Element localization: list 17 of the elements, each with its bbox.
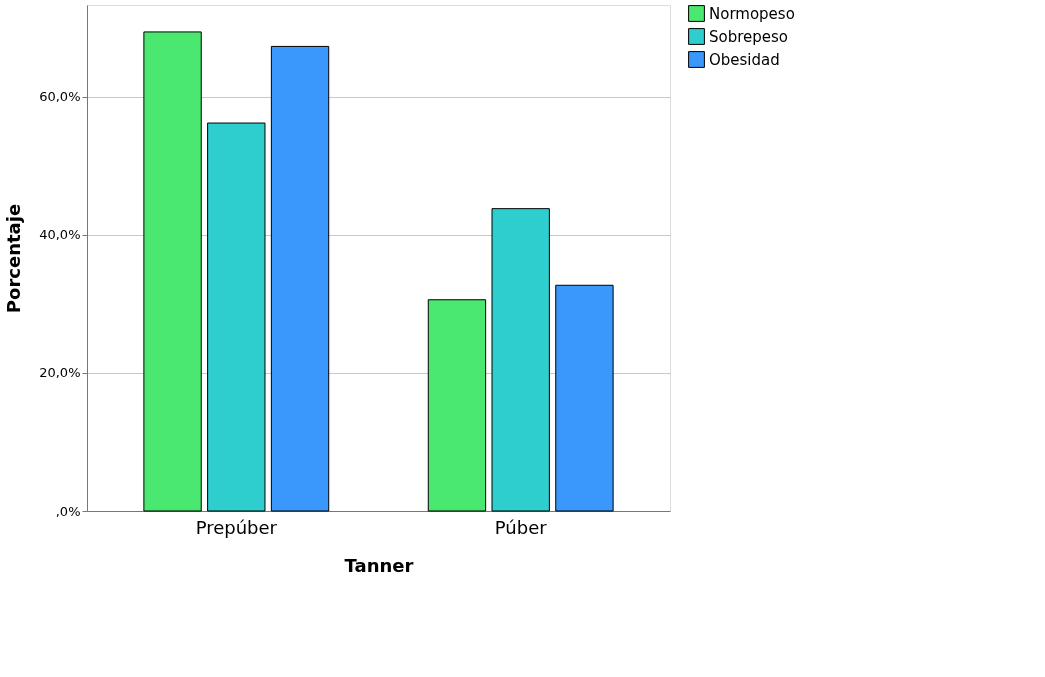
bar <box>143 31 202 512</box>
x-axis-title: Tanner <box>344 554 414 576</box>
y-tick-label: 60,0% <box>39 89 81 105</box>
x-tick-label: Prepúber <box>195 516 278 538</box>
y-tick-label: ,0% <box>55 503 81 519</box>
bar <box>427 299 487 512</box>
legend-label: Obesidad <box>709 50 780 69</box>
bar <box>207 122 266 512</box>
y-axis-title: Porcentaje <box>3 203 25 314</box>
bar <box>491 208 550 512</box>
legend-label: Sobrepeso <box>709 27 789 46</box>
y-tick-label: 40,0% <box>39 227 81 243</box>
x-tick-label: Púber <box>494 516 548 538</box>
bar <box>270 45 330 512</box>
y-tick-label: 20,0% <box>39 365 81 381</box>
bar <box>555 284 614 512</box>
legend-label: Normopeso <box>709 4 795 23</box>
